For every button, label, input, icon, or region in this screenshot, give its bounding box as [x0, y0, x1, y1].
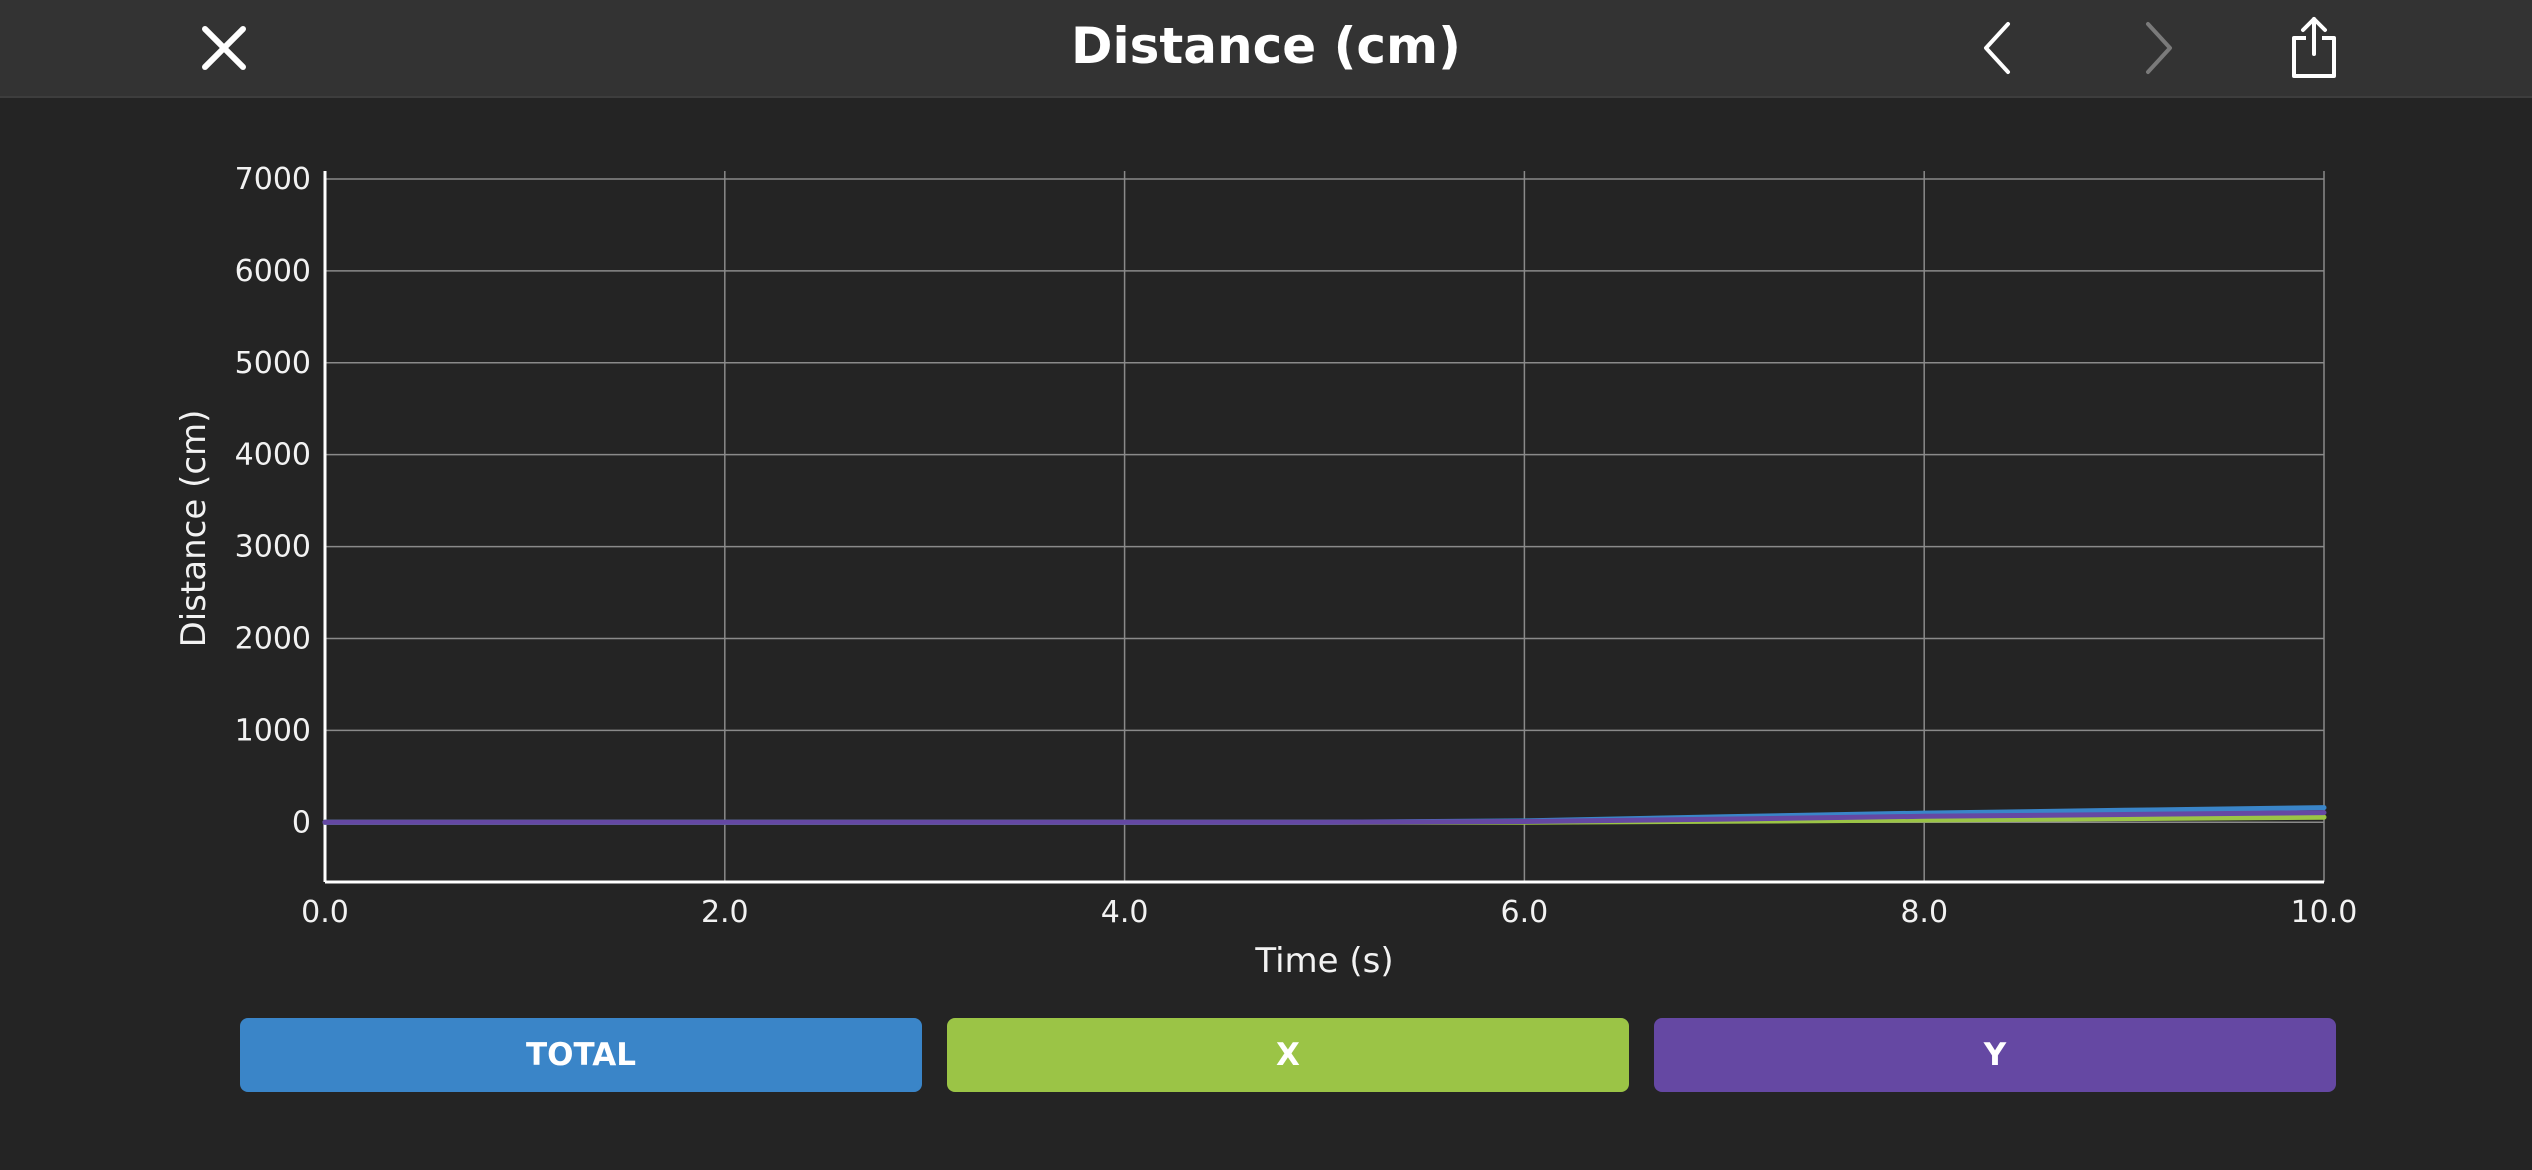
y-tick-label: 1000 [235, 713, 311, 748]
y-tick-label: 5000 [235, 346, 311, 381]
total-series-button[interactable]: TOTAL [240, 1018, 922, 1092]
y-series-button[interactable]: Y [1654, 1018, 2336, 1092]
close-button[interactable] [184, 8, 264, 88]
x-tick-label: 4.0 [1101, 895, 1149, 930]
top-bar: Distance (cm) [0, 0, 2532, 98]
x-tick-label: 2.0 [701, 895, 749, 930]
x-tick-label: 6.0 [1501, 895, 1549, 930]
chevron-left-icon [1984, 22, 2010, 74]
close-icon [202, 26, 246, 70]
share-icon [2292, 17, 2336, 78]
next-button[interactable] [2118, 8, 2198, 88]
x-series-button[interactable]: X [947, 1018, 1629, 1092]
x-series-label: X [1276, 1037, 1300, 1073]
x-tick-label: 8.0 [1900, 895, 1948, 930]
x-tick-label: 10.0 [2291, 895, 2358, 930]
y-tick-label: 7000 [235, 162, 311, 197]
x-tick-label: 0.0 [301, 895, 349, 930]
y-series-label: Y [1983, 1037, 2007, 1073]
y-tick-label: 4000 [235, 438, 311, 473]
chevron-right-icon [2146, 22, 2172, 74]
distance-chart: 7000 6000 5000 4000 3000 2000 1000 0 0.0 2.0 4.0 6.… [0, 96, 2532, 996]
y-axis-label: Distance (cm) [174, 410, 214, 648]
x-axis-label: Time (s) [1254, 941, 1393, 981]
previous-button[interactable] [1958, 8, 2038, 88]
chart-canvas: 7000 6000 5000 4000 3000 2000 1000 0 0.0 2.0 4.0 6.… [174, 162, 2358, 981]
total-series-label: TOTAL [526, 1037, 636, 1073]
page-title: Distance (cm) [1070, 17, 1462, 75]
share-button[interactable] [2274, 8, 2354, 88]
series-line-y [322, 810, 2327, 825]
y-tick-label: 6000 [235, 254, 311, 289]
y-tick-label: 2000 [235, 621, 311, 656]
y-tick-label: 3000 [235, 530, 311, 565]
y-tick-label: 0 [292, 805, 311, 840]
